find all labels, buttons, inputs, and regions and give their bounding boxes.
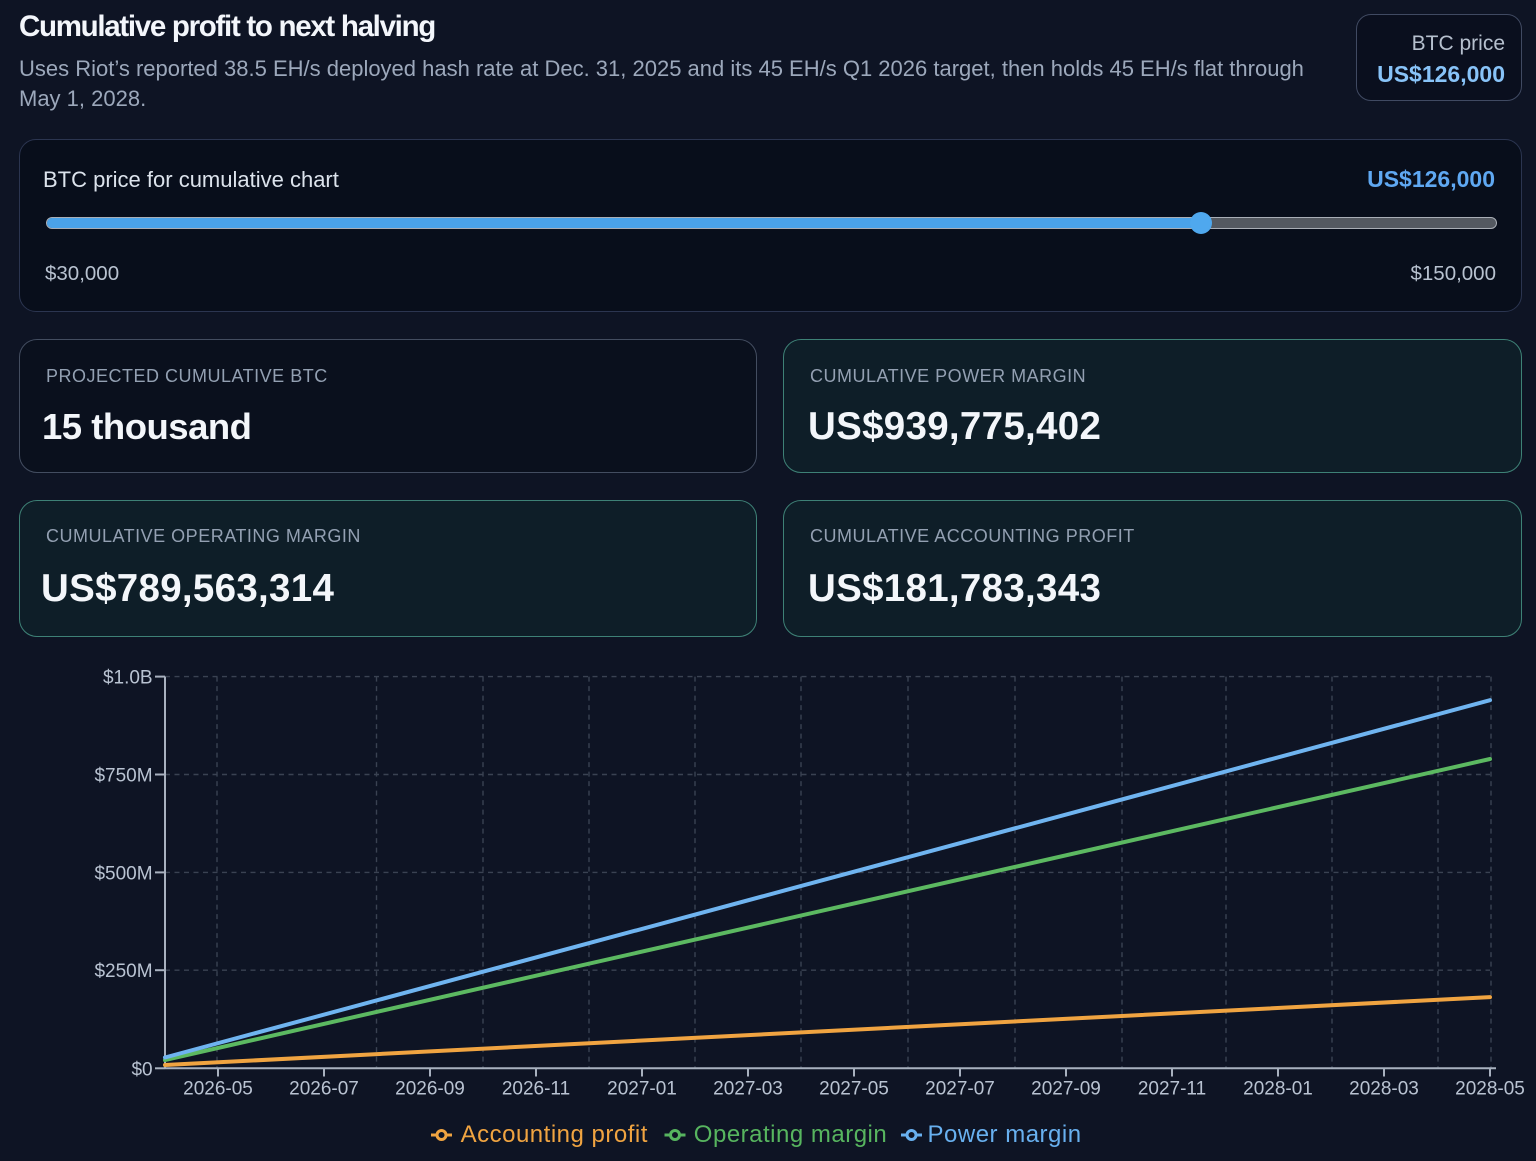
svg-text:2027-03: 2027-03 <box>713 1079 783 1100</box>
svg-text:Power margin: Power margin <box>928 1121 1082 1148</box>
svg-text:$1.0B: $1.0B <box>103 668 153 689</box>
svg-text:$750M: $750M <box>94 766 152 787</box>
svg-text:2028-05: 2028-05 <box>1455 1079 1525 1100</box>
svg-text:2027-11: 2027-11 <box>1138 1079 1206 1100</box>
svg-text:2027-01: 2027-01 <box>607 1079 677 1100</box>
svg-text:Operating margin: Operating margin <box>694 1121 887 1148</box>
svg-text:2028-03: 2028-03 <box>1349 1079 1419 1100</box>
svg-text:2026-09: 2026-09 <box>395 1079 465 1100</box>
svg-text:Accounting profit: Accounting profit <box>461 1121 648 1148</box>
svg-text:2027-05: 2027-05 <box>819 1079 889 1100</box>
svg-text:2027-09: 2027-09 <box>1031 1079 1101 1100</box>
svg-text:2026-05: 2026-05 <box>183 1079 253 1100</box>
svg-text:$250M: $250M <box>94 961 152 982</box>
svg-text:$0: $0 <box>131 1059 152 1080</box>
svg-text:2026-11: 2026-11 <box>502 1079 570 1100</box>
svg-text:2028-01: 2028-01 <box>1243 1079 1313 1100</box>
svg-text:2027-07: 2027-07 <box>925 1079 995 1100</box>
svg-text:$500M: $500M <box>94 863 152 884</box>
svg-text:2026-07: 2026-07 <box>289 1079 359 1100</box>
